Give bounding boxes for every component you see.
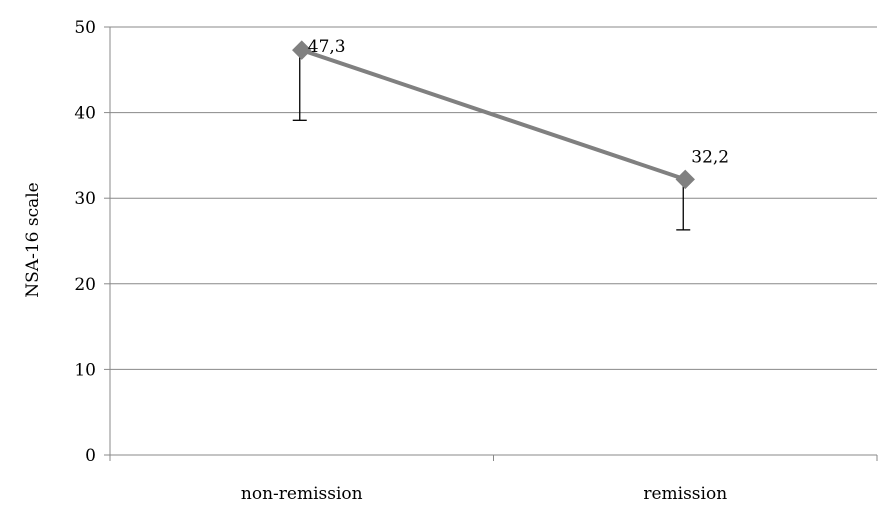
data-labels: 47,3 32,2 <box>308 37 729 167</box>
y-tick-labels: 0 10 20 30 40 50 <box>74 18 96 466</box>
y-tick-label: 40 <box>74 104 96 124</box>
data-point-marker <box>675 169 695 190</box>
data-label: 47,3 <box>308 37 346 57</box>
x-tick-label: remission <box>643 484 727 504</box>
x-tick-label: non-remission <box>241 484 363 504</box>
gridlines <box>110 26 877 370</box>
series-line <box>301 48 686 182</box>
y-tick-label: 0 <box>85 446 96 466</box>
data-label: 32,2 <box>691 147 729 167</box>
x-tick-labels: non-remission remission <box>241 484 727 504</box>
data-point-marker <box>292 40 312 60</box>
y-tick-label: 30 <box>74 189 96 209</box>
series <box>292 40 695 190</box>
y-tick-label: 50 <box>74 18 96 38</box>
error-bars <box>292 50 691 231</box>
axes <box>104 26 878 461</box>
y-tick-label: 10 <box>74 360 96 380</box>
y-axis-title: NSA-16 scale <box>23 182 43 297</box>
y-tick-label: 20 <box>74 275 96 295</box>
